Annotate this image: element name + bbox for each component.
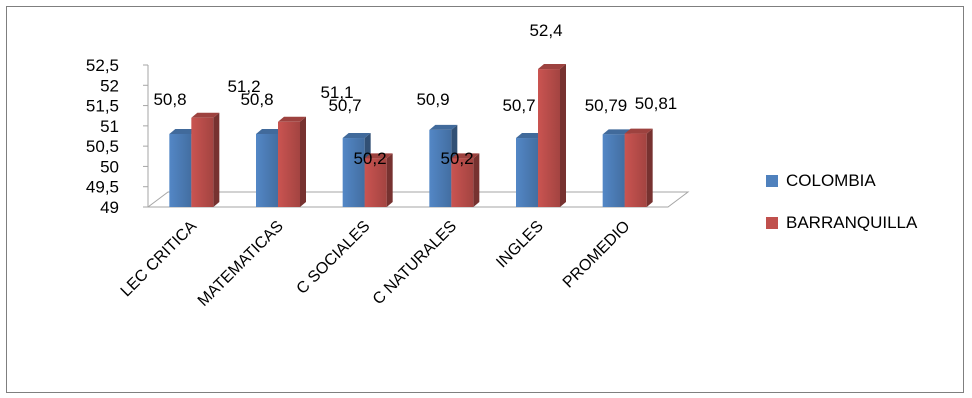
legend-swatch-barranquilla xyxy=(766,217,778,229)
legend-item-colombia: COLOMBIA xyxy=(766,170,917,192)
chart-area xyxy=(6,6,964,393)
bar-barranquilla-2 xyxy=(364,158,387,207)
legend: COLOMBIA BARRANQUILLA xyxy=(766,170,917,254)
y-tick-label: 50,5 xyxy=(86,137,119,156)
data-label-barranquilla-4: 52,4 xyxy=(529,21,562,40)
y-tick-label: 49 xyxy=(100,198,119,217)
x-tick-label: INGLES xyxy=(493,218,547,272)
bar-colombia-5 xyxy=(602,134,625,207)
bar-top-colombia-5 xyxy=(602,129,631,135)
y-tick-label: 50 xyxy=(100,157,119,176)
data-label-colombia-3: 50,9 xyxy=(416,90,449,109)
x-tick-label: MATEMATICAS xyxy=(195,218,287,310)
y-tick-label: 52 xyxy=(100,76,119,95)
data-label-barranquilla-5: 50,81 xyxy=(635,94,678,113)
bar-barranquilla-4 xyxy=(538,69,560,207)
bar-top-colombia-3 xyxy=(429,124,458,130)
bar-barranquilla-0 xyxy=(191,117,214,207)
legend-swatch-colombia xyxy=(766,175,778,187)
data-label-colombia-2: 50,7 xyxy=(328,96,361,115)
bar-top-barranquilla-2 xyxy=(364,153,393,159)
y-tick-label: 51 xyxy=(100,117,119,136)
bar-top-colombia-4 xyxy=(516,133,544,139)
bar-colombia-1 xyxy=(256,133,278,207)
data-label-barranquilla-3: 50,2 xyxy=(440,149,473,168)
bar-top-barranquilla-4 xyxy=(538,64,566,70)
legend-item-barranquilla: BARRANQUILLA xyxy=(766,212,917,234)
bar-side-barranquilla-4 xyxy=(560,64,566,207)
bar-top-barranquilla-0 xyxy=(191,112,220,118)
bar-side-barranquilla-3 xyxy=(473,153,480,207)
legend-label-barranquilla: BARRANQUILLA xyxy=(786,213,918,232)
bar-top-barranquilla-1 xyxy=(278,116,306,122)
bar-top-colombia-2 xyxy=(342,133,371,139)
bar-side-barranquilla-5 xyxy=(646,128,653,207)
bar-top-barranquilla-5 xyxy=(624,128,653,134)
data-label-colombia-1: 50,8 xyxy=(240,90,273,109)
bar-side-barranquilla-2 xyxy=(386,153,393,207)
data-label-colombia-4: 50,7 xyxy=(502,96,535,115)
bar-side-barranquilla-1 xyxy=(300,116,306,207)
bar-colombia-2 xyxy=(342,138,365,207)
data-label-barranquilla-1: 51,1 xyxy=(320,83,353,102)
y-tick-label: 52,5 xyxy=(86,56,119,75)
y-tick-label: 49,5 xyxy=(86,178,119,197)
legend-label-colombia: COLOMBIA xyxy=(786,171,876,190)
data-label-barranquilla-2: 50,2 xyxy=(353,149,386,168)
bar-colombia-0 xyxy=(169,133,192,207)
bar-side-barranquilla-0 xyxy=(213,112,220,207)
data-label-colombia-5: 50,79 xyxy=(585,96,628,115)
bar-barranquilla-5 xyxy=(624,133,647,207)
x-tick-label: C NATURALES xyxy=(370,218,460,308)
chart-floor xyxy=(147,191,690,208)
data-label-colombia-0: 50,8 xyxy=(153,90,186,109)
data-label-barranquilla-0: 51,2 xyxy=(227,77,260,96)
bar-top-barranquilla-3 xyxy=(451,153,480,159)
x-tick-label: C SOCIALES xyxy=(294,218,374,298)
bar-top-colombia-0 xyxy=(169,128,198,134)
bar-barranquilla-1 xyxy=(278,121,300,207)
bar-barranquilla-3 xyxy=(451,158,474,207)
x-tick-label: PROMEDIO xyxy=(560,218,634,292)
bar-top-colombia-1 xyxy=(256,128,284,134)
bar-colombia-4 xyxy=(516,138,538,207)
y-tick-label: 51,5 xyxy=(86,97,119,116)
x-tick-label: LEC CRITICA xyxy=(118,218,201,301)
bar-colombia-3 xyxy=(429,129,452,207)
